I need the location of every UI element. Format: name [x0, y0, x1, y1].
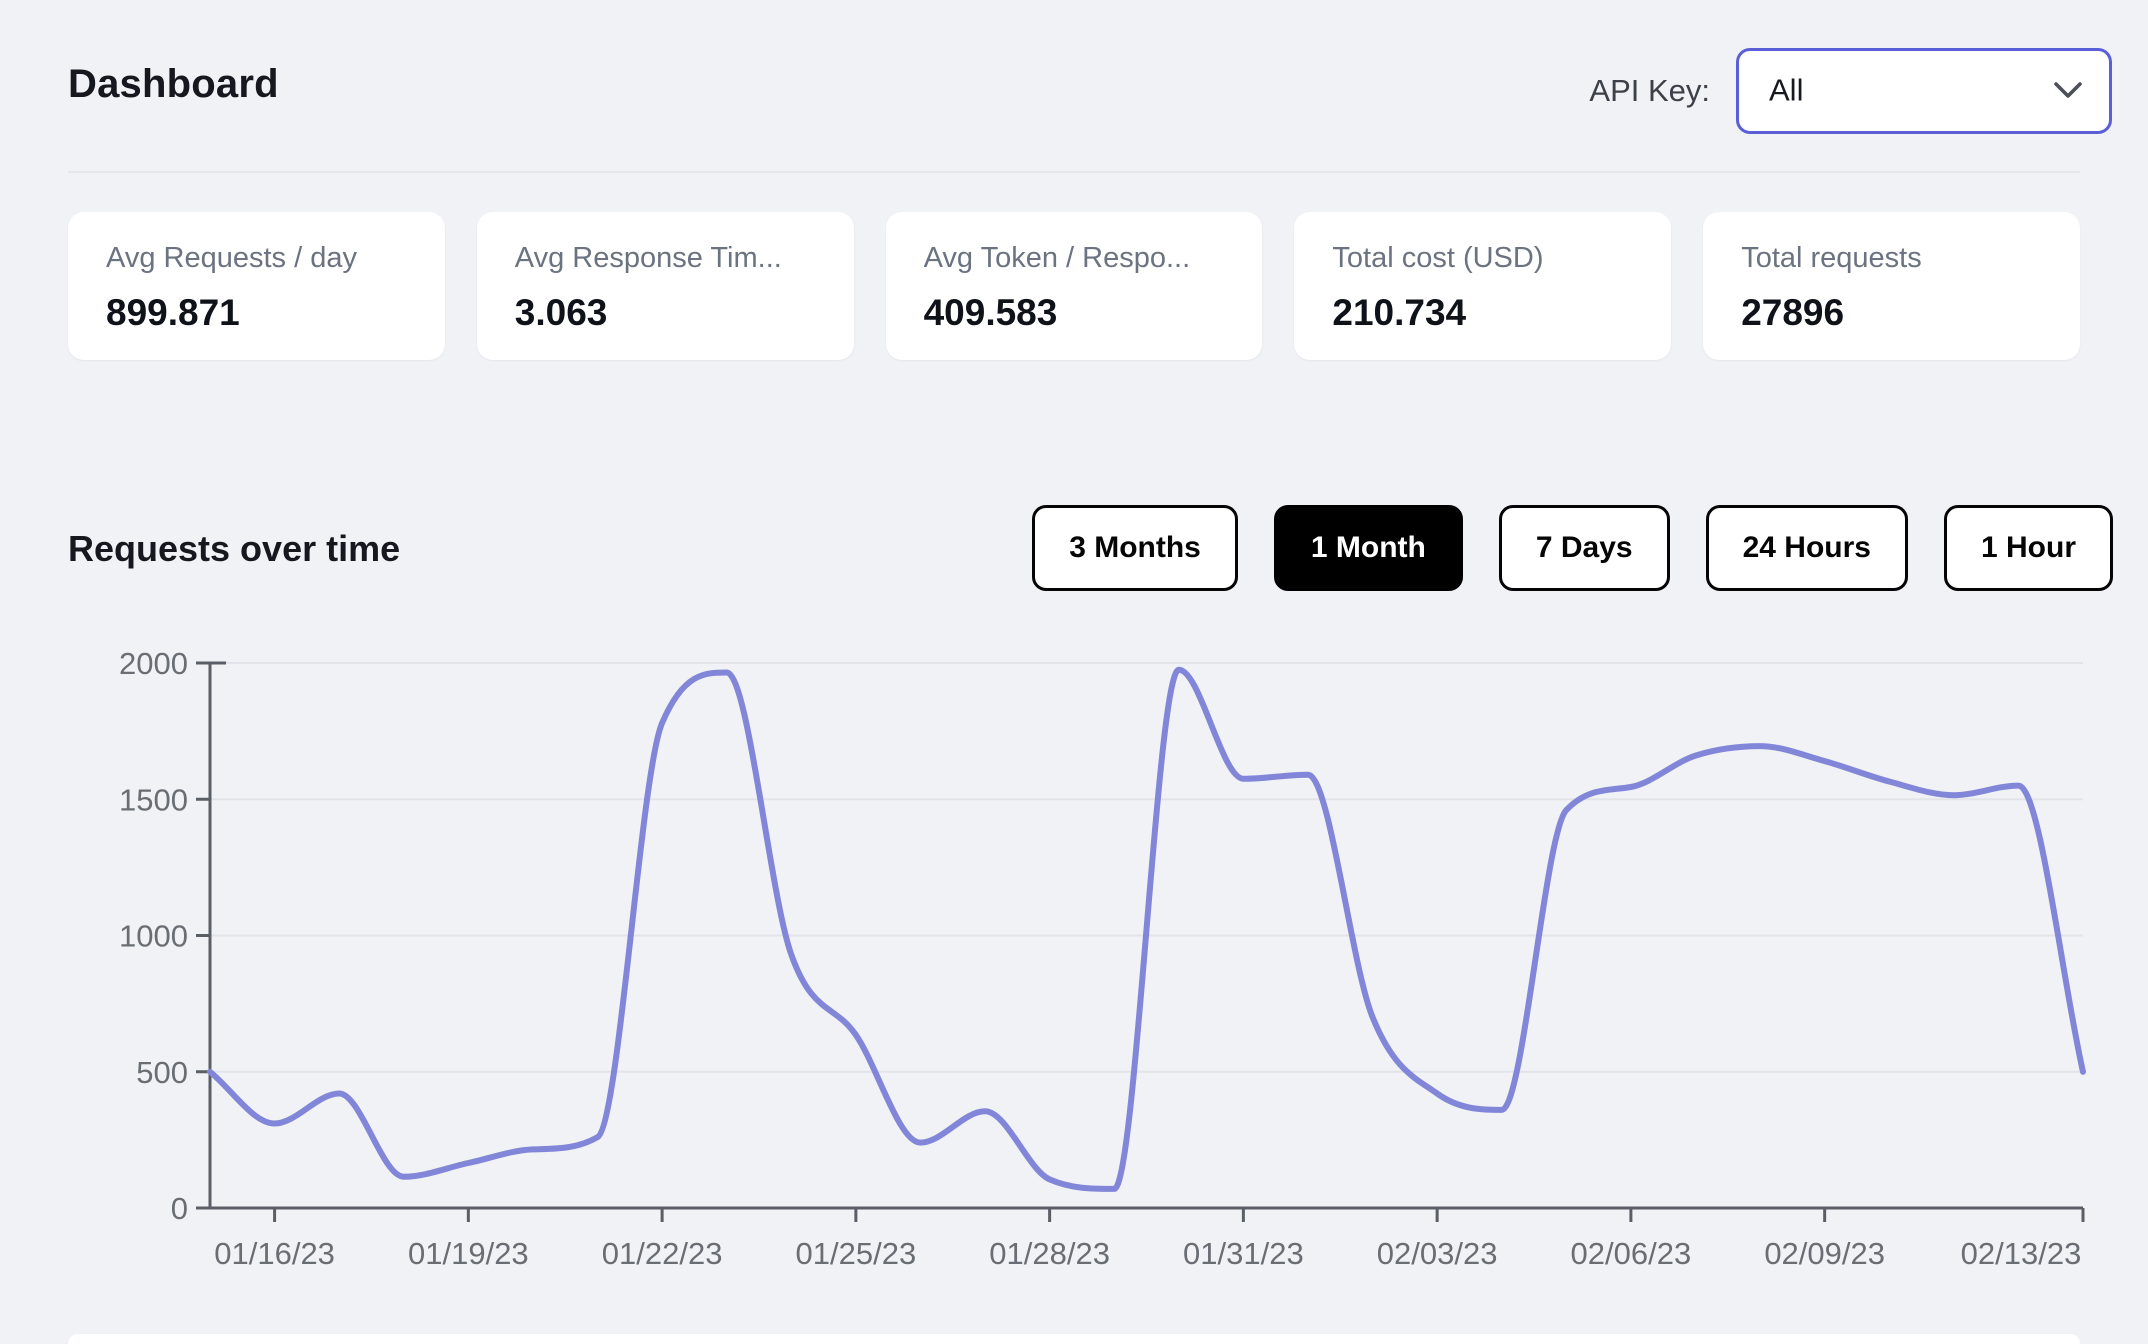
svg-text:02/09/23: 02/09/23 — [1764, 1236, 1885, 1271]
svg-text:01/28/23: 01/28/23 — [989, 1236, 1110, 1271]
stat-card-avg-requests: Avg Requests / day 899.871 — [68, 212, 445, 360]
svg-text:1500: 1500 — [119, 782, 188, 817]
svg-text:02/06/23: 02/06/23 — [1571, 1236, 1692, 1271]
range-button-1-hour[interactable]: 1 Hour — [1943, 505, 2113, 591]
api-key-select[interactable]: All — [1736, 48, 2112, 134]
stat-label: Total cost (USD) — [1332, 242, 1544, 274]
stat-card-total-cost: Total cost (USD) 210.734 — [1294, 212, 1672, 360]
api-key-label: API Key: — [1589, 73, 1710, 108]
stat-label: Avg Response Tim... — [514, 242, 782, 274]
svg-text:01/19/23: 01/19/23 — [408, 1236, 529, 1271]
section-title: Requests over time — [68, 528, 401, 569]
stat-value: 210.734 — [1332, 292, 1467, 333]
svg-text:01/25/23: 01/25/23 — [796, 1236, 917, 1271]
svg-text:01/16/23: 01/16/23 — [214, 1236, 335, 1271]
chevron-down-icon — [2054, 82, 2082, 98]
stat-value: 27896 — [1741, 292, 1845, 333]
range-button-1-month[interactable]: 1 Month — [1273, 505, 1463, 591]
next-section-card-edge — [68, 1334, 2080, 1344]
svg-text:0: 0 — [171, 1191, 188, 1226]
range-button-7-days[interactable]: 7 Days — [1498, 505, 1670, 591]
svg-text:01/31/23: 01/31/23 — [1183, 1236, 1304, 1271]
range-button-24-hours[interactable]: 24 Hours — [1705, 505, 1908, 591]
api-key-control: API Key: All — [1589, 47, 2112, 135]
stat-label: Avg Requests / day — [106, 242, 357, 274]
svg-text:01/22/23: 01/22/23 — [602, 1236, 723, 1271]
stat-card-avg-response-time: Avg Response Tim... 3.063 — [476, 212, 854, 360]
page-title: Dashboard — [68, 62, 279, 106]
stat-label: Avg Token / Respo... — [923, 242, 1191, 274]
stat-value: 899.871 — [106, 292, 240, 333]
requests-over-time-chart[interactable]: 0 500 1000 1500 2000 01/16/23 01/19/23 01/22/23… — [0, 600, 2148, 1342]
range-button-3-months[interactable]: 3 Months — [1032, 505, 1238, 591]
stat-card-avg-token: Avg Token / Respo... 409.583 — [885, 212, 1263, 360]
stat-value: 409.583 — [923, 292, 1058, 333]
time-range-group: 3 Months 1 Month 7 Days 24 Hours 1 Hour — [1032, 505, 2113, 591]
svg-text:02/03/23: 02/03/23 — [1377, 1236, 1498, 1271]
svg-text:1000: 1000 — [119, 919, 188, 954]
api-key-selected-value: All — [1769, 72, 1804, 108]
stat-label: Total requests — [1741, 242, 1922, 274]
svg-text:2000: 2000 — [119, 646, 188, 681]
stat-card-total-requests: Total requests 27896 — [1703, 212, 2080, 360]
requests-line-series — [207, 666, 2086, 1192]
svg-text:500: 500 — [136, 1055, 188, 1090]
stats-row: Avg Requests / day 899.871 Avg Response … — [68, 212, 2080, 360]
svg-text:02/13/23: 02/13/23 — [1961, 1236, 2082, 1271]
header-divider — [68, 171, 2080, 173]
stat-value: 3.063 — [514, 292, 608, 333]
